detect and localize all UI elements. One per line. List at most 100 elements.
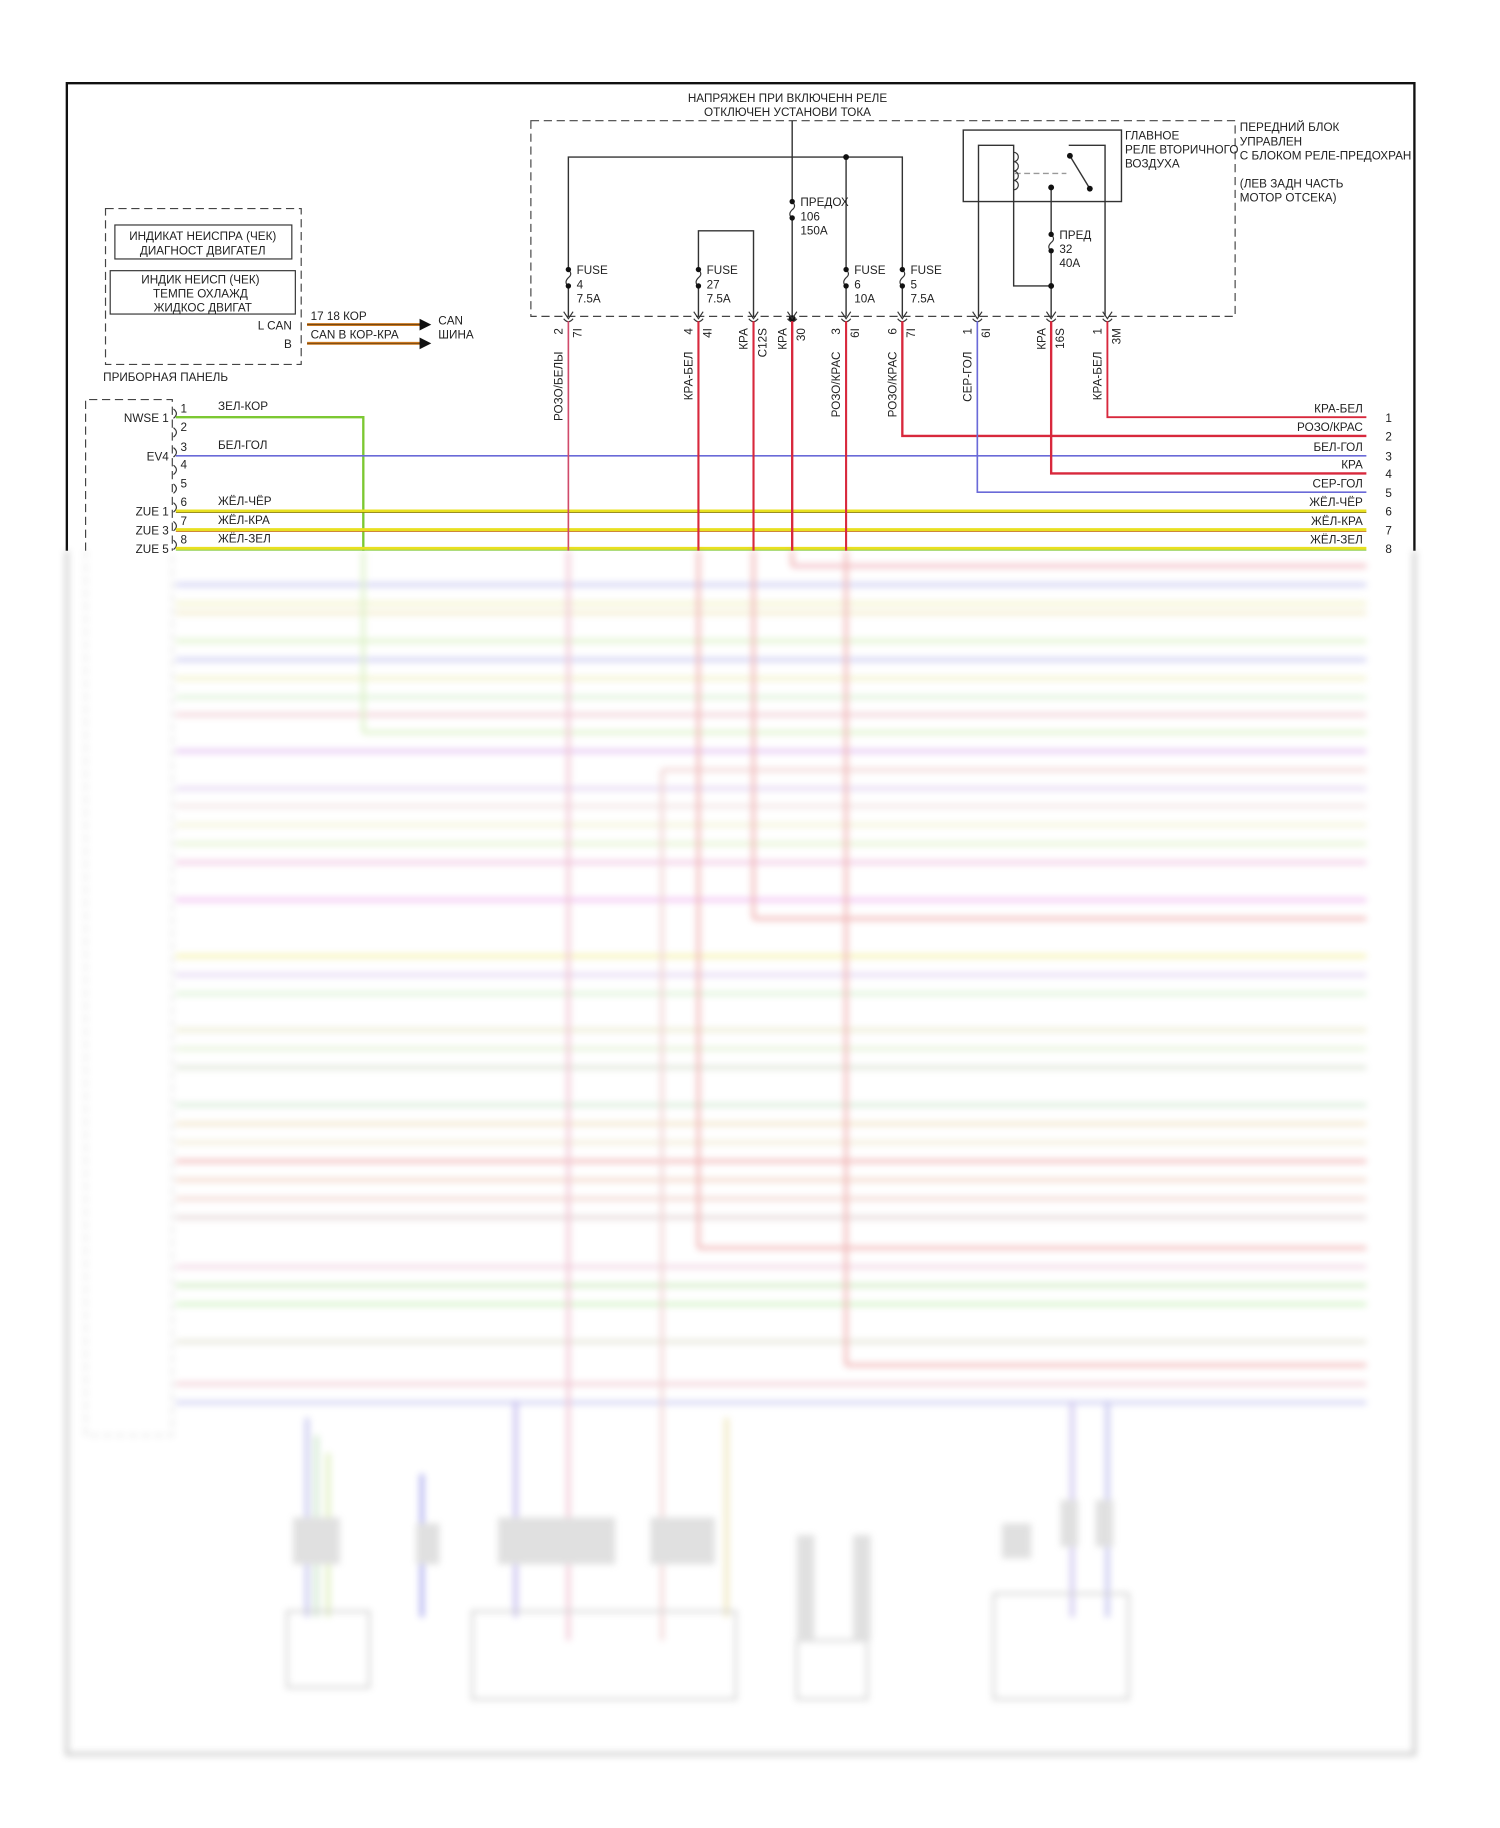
can-bus-label-1: CAN — [438, 315, 463, 328]
fuse-number: 4 — [577, 278, 584, 291]
fuse-rating: 7.5A — [577, 292, 601, 305]
wire-color-label: БЕЛ-ГОЛ — [218, 439, 267, 452]
fuse-number: 32 — [1059, 243, 1072, 256]
lcan-label: L CAN — [258, 319, 292, 332]
block-label-5: МОТОР ОТСЕКА) — [1240, 192, 1337, 205]
junction-dots — [788, 152, 1093, 323]
fuse-name: FUSE — [854, 264, 885, 277]
pin-label-a: КРА — [776, 328, 789, 350]
block-label-3: С БЛОКОМ РЕЛЕ-ПРЕДОХРАН — [1240, 149, 1412, 162]
pin-label-a: КРА — [738, 328, 751, 350]
mil-label-1: ИНДИКАТ НЕИСПРА (ЧЕК) — [129, 230, 276, 243]
instrument-panel-box — [104, 207, 302, 366]
can-wire1-label: 17 18 КОР — [311, 310, 367, 323]
wire-color-label: РОЗО/КРАС — [1297, 421, 1363, 434]
arrow-icon — [419, 318, 432, 331]
wire-color-label: РОЗО/КРАС — [830, 352, 843, 418]
pin-label-a: КРА — [1035, 328, 1048, 350]
connector-pin-icon — [173, 408, 177, 419]
connector-pin-icon — [173, 502, 177, 513]
connector-pin-icon — [173, 539, 177, 551]
fuse-name: FUSE — [577, 264, 608, 277]
coolant-label-3: ЖИДКОС ДВИГАТ — [154, 302, 252, 315]
connector-pin-icon — [173, 447, 177, 458]
wire-color-label: БЕЛ-ГОЛ — [1313, 441, 1362, 454]
wire-color-label: ЗЕЛ-КОР — [218, 400, 268, 413]
wire — [1049, 321, 1367, 475]
frame — [65, 82, 1416, 551]
wire-color-label: КРА-БЕЛ — [683, 352, 696, 401]
relay-label-2: РЕЛЕ ВТОРИЧНОГО — [1125, 144, 1238, 157]
pin-label-a: 6 — [886, 328, 899, 335]
fuse-name: FUSE — [911, 264, 942, 277]
pin-number: 4 — [181, 459, 188, 472]
mil-indicator-box — [114, 224, 293, 260]
pin-number: 2 — [181, 421, 188, 434]
pin-label-b: 6I — [980, 328, 993, 338]
coil-icon — [1013, 151, 1019, 191]
pin-number: 2 — [1385, 431, 1392, 444]
connector-pin-icon — [173, 464, 177, 476]
wire-color-label: СЕР-ГОЛ — [1313, 477, 1363, 490]
pin-label-b: 16S — [1054, 328, 1067, 349]
wire — [1106, 321, 1367, 419]
block-label-2: УПРАВЛЕН — [1240, 135, 1302, 148]
pin-label: NWSE 1 — [124, 412, 169, 425]
fuse-icon — [565, 269, 572, 287]
pin-number: 5 — [181, 477, 188, 490]
can-bus-label-2: ШИНА — [438, 329, 474, 342]
pin-number: 4 — [1385, 468, 1392, 481]
header-line1: НАПРЯЖЕН ПРИ ВКЛЮЧЕНН РЕЛЕ — [688, 92, 888, 105]
fuse-rating: 10A — [854, 292, 875, 305]
wire-color-label: РОЗО/БЕЛЫ — [553, 352, 566, 421]
pin-number: 3 — [1385, 451, 1392, 464]
pin-number: 1 — [181, 402, 188, 415]
wire-color-label: КРА — [1341, 459, 1363, 472]
connector-pin-icon — [173, 427, 177, 438]
pin-label-a: 2 — [553, 328, 566, 335]
fuse-name: ПРЕДОХ — [800, 196, 849, 209]
fuse-icon — [789, 201, 796, 219]
connector-pin-icon — [173, 483, 177, 494]
fuse-number: 27 — [707, 278, 720, 291]
mil-label-2: ДИАГНОСТ ДВИГАТЕЛ — [140, 244, 266, 257]
wire-color-label: ЖЁЛ-ЧЁР — [1309, 496, 1363, 509]
coolant-label-1: ИНДИК НЕИСП (ЧЕК) — [141, 274, 259, 287]
fuse-rating: 7.5A — [707, 292, 731, 305]
pin-number: 7 — [1385, 524, 1392, 537]
wire — [175, 415, 365, 551]
pin-label-b: C12S — [756, 328, 769, 357]
instrument-panel-title: ПРИБОРНАЯ ПАНЕЛЬ — [103, 371, 228, 384]
arrow-icon — [419, 337, 432, 350]
pin-label: ZUE 5 — [136, 543, 170, 556]
fuse-rating: 150A — [800, 224, 828, 237]
wire-color-label: КРА-БЕЛ — [1314, 402, 1363, 415]
pin-label: EV4 — [147, 451, 170, 464]
pin-label-a: 1 — [961, 328, 974, 335]
pin-number: 6 — [181, 496, 188, 509]
wire-color-label: КРА-БЕЛ — [1092, 352, 1105, 401]
wire-color-label: ЖЁЛ-КРА — [1311, 515, 1363, 528]
pin-number: 1 — [1385, 412, 1392, 425]
fuse-rating: 7.5A — [911, 292, 935, 305]
wire — [901, 321, 1367, 438]
wire-color-label: ЖЁЛ-КРА — [218, 514, 270, 527]
fuse-icon — [695, 269, 702, 287]
pin-label-a: 3 — [830, 328, 843, 335]
wire-color-label: РОЗО/КРАС — [886, 352, 899, 418]
pin-label-a: 4 — [683, 328, 696, 335]
block-label-1: ПЕРЕДНИЙ БЛОК — [1240, 121, 1340, 134]
pin-label-b: 7I — [571, 328, 584, 338]
pin-label-a: 1 — [1092, 328, 1105, 335]
pin-label-b: 7I — [905, 328, 918, 338]
coolant-label-2: ТЕМПЕ ОХЛАЖД — [153, 288, 248, 301]
can-wire2-label: CAN В КОР-КРА — [311, 329, 399, 342]
fuse-name: FUSE — [707, 264, 738, 277]
blurred-lower-diagram — [65, 550, 1417, 1756]
fuse-name: ПРЕД — [1059, 229, 1091, 242]
fuse-icon — [843, 269, 850, 287]
fuse-number: 106 — [800, 210, 820, 223]
fuse-number: 5 — [911, 278, 918, 291]
coolant-indicator-box — [109, 270, 296, 315]
